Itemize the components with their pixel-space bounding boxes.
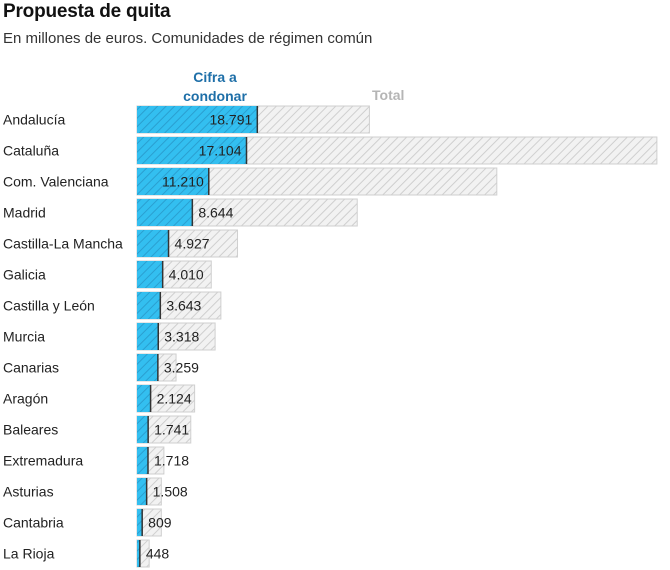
category-label-cataluna: Cataluña bbox=[3, 143, 59, 159]
chart-subtitle: En millones de euros. Comunidades de rég… bbox=[3, 30, 373, 47]
category-label-aragon: Aragón bbox=[3, 391, 48, 407]
value-label-la-rioja: 448 bbox=[146, 546, 170, 562]
category-label-asturias: Asturias bbox=[3, 484, 54, 500]
category-label-cantabria: Cantabria bbox=[3, 515, 64, 531]
category-label-baleares: Baleares bbox=[3, 422, 58, 438]
category-label-la-rioja: La Rioja bbox=[3, 546, 55, 562]
category-label-castilla-y-leon: Castilla y León bbox=[3, 298, 95, 314]
legend-total: Total bbox=[372, 87, 405, 103]
chart-title: Propuesta de quita bbox=[3, 1, 171, 22]
category-label-castilla-la-mancha: Castilla-La Mancha bbox=[3, 236, 123, 252]
cifra-bar-com-valenciana bbox=[137, 168, 209, 195]
cifra-bar-aragon bbox=[137, 385, 151, 412]
cifra-bar-cataluna bbox=[137, 137, 247, 164]
value-label-com-valenciana: 11.210 bbox=[162, 174, 204, 190]
value-label-andalucia: 18.791 bbox=[209, 112, 252, 128]
cifra-bar-madrid bbox=[137, 199, 193, 226]
value-label-murcia: 3.318 bbox=[164, 329, 199, 345]
value-label-extremadura: 1.718 bbox=[154, 453, 189, 469]
value-label-asturias: 1.508 bbox=[153, 484, 188, 500]
category-label-madrid: Madrid bbox=[3, 205, 46, 221]
category-label-extremadura: Extremadura bbox=[3, 453, 83, 469]
value-label-cataluna: 17.104 bbox=[199, 143, 242, 159]
cifra-bar-castilla-la-mancha bbox=[137, 230, 169, 257]
value-label-canarias: 3.259 bbox=[164, 360, 199, 376]
category-label-murcia: Murcia bbox=[3, 329, 45, 345]
cifra-bar-canarias bbox=[137, 354, 158, 381]
category-label-galicia: Galicia bbox=[3, 267, 46, 283]
cifra-bar-baleares bbox=[137, 416, 149, 443]
value-label-aragon: 2.124 bbox=[157, 391, 192, 407]
value-label-castilla-la-mancha: 4.927 bbox=[175, 236, 210, 252]
value-label-galicia: 4.010 bbox=[169, 267, 204, 283]
value-label-cantabria: 809 bbox=[148, 515, 172, 531]
category-label-com-valenciana: Com. Valenciana bbox=[3, 174, 109, 190]
category-label-canarias: Canarias bbox=[3, 360, 59, 376]
cifra-bar-la-rioja bbox=[137, 540, 140, 567]
cifra-bar-andalucia bbox=[137, 106, 258, 133]
value-label-madrid: 8.644 bbox=[198, 205, 233, 221]
legend-cifra-a-condonar: Cifra a condonar bbox=[183, 69, 247, 104]
cifra-bar-cantabria bbox=[137, 509, 143, 536]
category-label-andalucia: Andalucía bbox=[3, 112, 65, 128]
cifra-bar-castilla-y-leon bbox=[137, 292, 161, 319]
cifra-bar-murcia bbox=[137, 323, 159, 350]
value-label-baleares: 1.741 bbox=[154, 422, 189, 438]
cifra-bar-asturias bbox=[137, 478, 147, 505]
cifra-bar-extremadura bbox=[137, 447, 148, 474]
value-label-castilla-y-leon: 3.643 bbox=[166, 298, 201, 314]
cifra-bar-galicia bbox=[137, 261, 163, 288]
